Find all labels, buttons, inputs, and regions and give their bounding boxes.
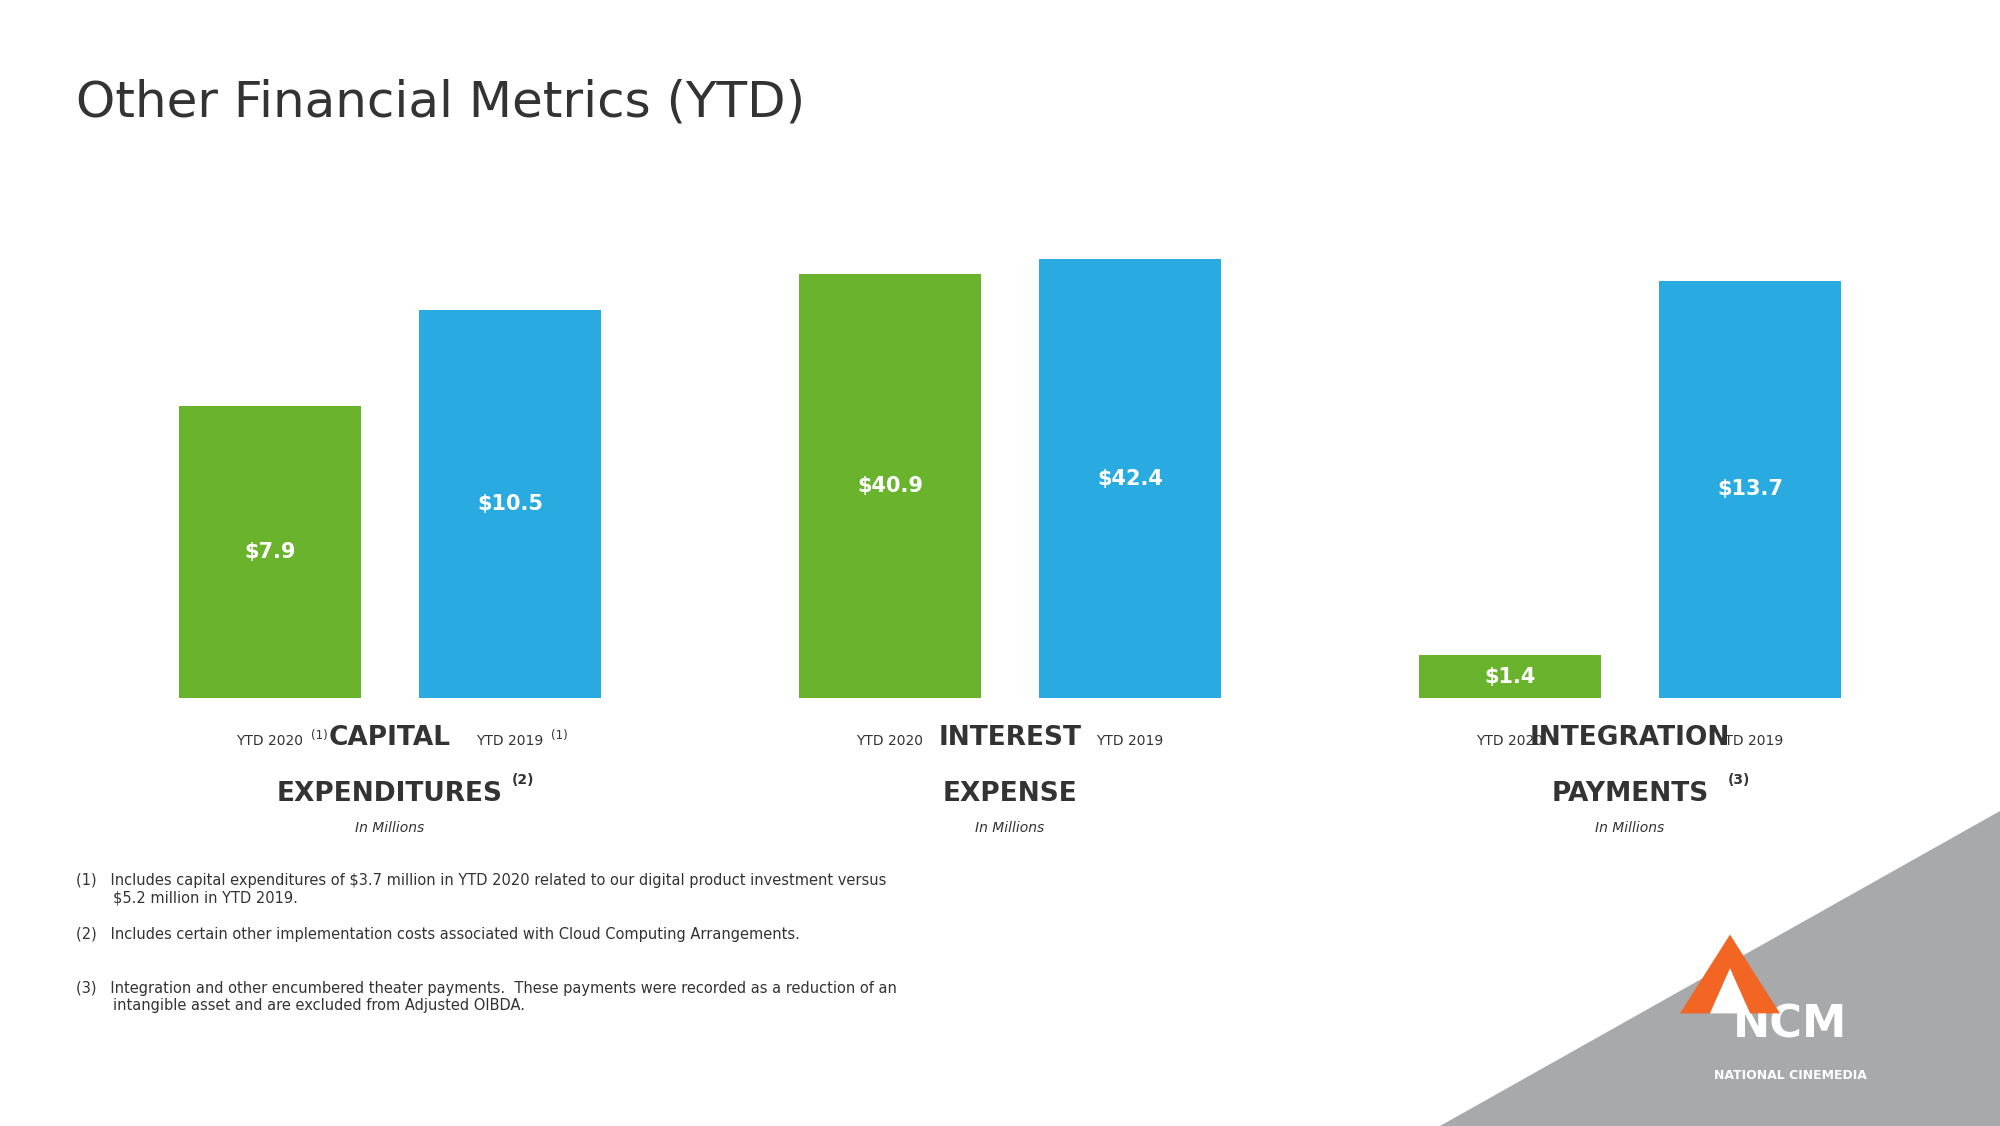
Text: YTD 2019: YTD 2019 xyxy=(476,734,544,749)
Text: $13.7: $13.7 xyxy=(1718,480,1782,500)
Text: EXPENDITURES: EXPENDITURES xyxy=(276,780,504,807)
Polygon shape xyxy=(1680,935,1780,1013)
Text: YTD 2019: YTD 2019 xyxy=(1716,734,1784,749)
Text: $42.4: $42.4 xyxy=(1098,468,1162,489)
Text: EXPENSE: EXPENSE xyxy=(942,780,1078,807)
Text: 9: 9 xyxy=(1962,1101,1970,1115)
Text: YTD 2019: YTD 2019 xyxy=(1096,734,1164,749)
Text: YTD 2020: YTD 2020 xyxy=(856,734,924,749)
Text: $40.9: $40.9 xyxy=(856,476,924,497)
Bar xyxy=(178,405,362,698)
Text: (3): (3) xyxy=(1728,774,1750,787)
Text: In Millions: In Millions xyxy=(356,821,424,834)
Text: $10.5: $10.5 xyxy=(478,494,544,513)
Bar xyxy=(418,310,602,698)
Polygon shape xyxy=(1440,811,2000,1126)
Text: PAYMENTS: PAYMENTS xyxy=(1552,780,1708,807)
Text: $7.9: $7.9 xyxy=(244,542,296,562)
Text: (1)   Includes capital expenditures of $3.7 million in YTD 2020 related to our d: (1) Includes capital expenditures of $3.… xyxy=(76,873,886,905)
Bar xyxy=(1658,280,1842,698)
Bar xyxy=(1038,259,1222,698)
Polygon shape xyxy=(1710,968,1750,1013)
Text: CAPITAL: CAPITAL xyxy=(328,724,452,751)
Text: INTEREST: INTEREST xyxy=(938,724,1082,751)
Text: (2): (2) xyxy=(512,774,534,787)
Text: (1): (1) xyxy=(310,730,328,742)
Bar xyxy=(798,275,982,698)
Text: NCM: NCM xyxy=(1732,1003,1848,1046)
Text: NATIONAL CINEMEDIA: NATIONAL CINEMEDIA xyxy=(1714,1069,1866,1082)
Text: In Millions: In Millions xyxy=(1596,821,1664,834)
Text: INTEGRATION: INTEGRATION xyxy=(1530,724,1730,751)
Text: (1): (1) xyxy=(550,730,568,742)
Text: In Millions: In Millions xyxy=(976,821,1044,834)
Text: (2)   Includes certain other implementation costs associated with Cloud Computin: (2) Includes certain other implementatio… xyxy=(76,927,800,941)
Text: (3)   Integration and other encumbered theater payments.  These payments were re: (3) Integration and other encumbered the… xyxy=(76,981,896,1013)
Text: YTD 2020: YTD 2020 xyxy=(1476,734,1544,749)
Text: $1.4: $1.4 xyxy=(1484,667,1536,687)
Bar xyxy=(1418,655,1602,698)
Text: YTD 2020: YTD 2020 xyxy=(236,734,304,749)
Text: Other Financial Metrics (YTD): Other Financial Metrics (YTD) xyxy=(76,79,806,127)
